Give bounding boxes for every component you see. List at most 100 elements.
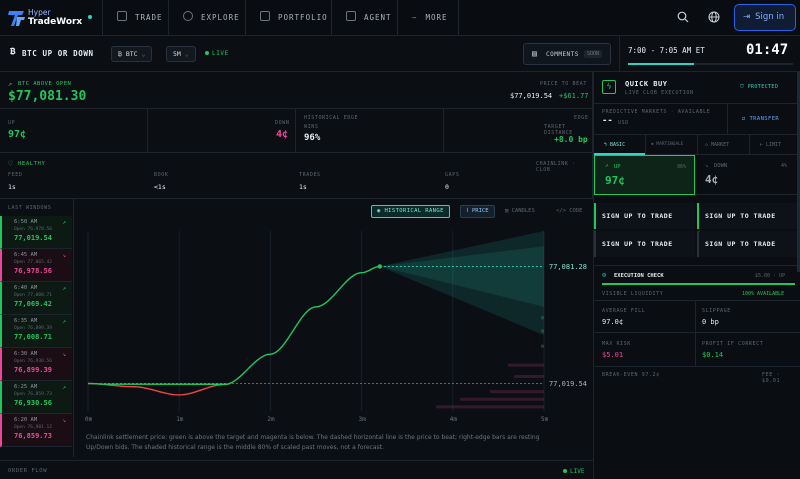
check-icon: ⊙ bbox=[602, 271, 607, 279]
edge-cell: EDGE TARGET DISTANCE +8.0 bp bbox=[444, 109, 593, 153]
interval-select[interactable]: 5M ⌄ bbox=[166, 46, 196, 62]
target-distance-label: TARGET DISTANCE bbox=[544, 124, 573, 136]
tab-market-label: MARKET bbox=[711, 142, 730, 148]
down-option-price: 4¢ bbox=[705, 173, 719, 186]
sign-in-label: Sign in bbox=[755, 12, 785, 22]
trend-down-icon: ↘ bbox=[62, 417, 66, 424]
search-icon[interactable] bbox=[677, 11, 689, 23]
x-tick-label: 4m bbox=[450, 416, 458, 423]
window-item[interactable]: 6:40 AM Open 77,008.71 77,069.42 ↗ bbox=[0, 282, 72, 315]
transfer-button[interactable]: ⇄ TRANSFER bbox=[727, 104, 800, 134]
brand-name-top: Hyper bbox=[28, 8, 51, 17]
window-close: 77,019.54 bbox=[14, 234, 52, 242]
book-label: BOOK bbox=[154, 172, 169, 178]
candles-icon: ▥ bbox=[505, 208, 512, 214]
window-item[interactable]: 6:50 AM Open 76,978.56 77,019.54 ↗ bbox=[0, 216, 72, 249]
signup-button-down[interactable]: SIGN UP TO TRADE bbox=[594, 231, 695, 257]
liquidity-bar bbox=[602, 283, 795, 285]
transfer-label: TRANSFER bbox=[749, 116, 780, 122]
nav-agent-label: AGENT bbox=[364, 13, 392, 22]
globe-icon[interactable] bbox=[708, 11, 720, 23]
bid-bar bbox=[514, 375, 544, 378]
chevron-down-icon: ⌄ bbox=[184, 50, 189, 58]
chevron-down-icon: ⌄ bbox=[141, 50, 146, 58]
eye-icon: ◉ bbox=[377, 208, 385, 214]
tab-code[interactable]: </> CODE bbox=[556, 208, 583, 214]
window-time: 6:40 AM bbox=[14, 285, 38, 291]
max-risk-value: $5.01 bbox=[602, 351, 624, 359]
trend-up-icon: ↗ bbox=[62, 384, 66, 391]
down-option-label: DOWN bbox=[714, 163, 728, 169]
buy-up-option[interactable]: ↗ UP 96% 97¢ bbox=[594, 155, 695, 195]
window-time: 6:20 AM bbox=[14, 417, 38, 423]
sign-in-button[interactable]: ⇥ Sign in bbox=[734, 4, 796, 31]
protected-label: PROTECTED bbox=[747, 84, 779, 90]
window-time: 6:25 AM bbox=[14, 384, 38, 390]
gaps-label: GAPS bbox=[445, 172, 460, 178]
transfer-icon: ⇄ bbox=[742, 116, 750, 122]
bid-bar bbox=[490, 390, 544, 394]
price-line-below bbox=[87, 381, 232, 396]
buy-down-option[interactable]: ↘ DOWN 4% 4¢ bbox=[695, 155, 800, 195]
trend-up-icon: ↗ bbox=[62, 285, 66, 292]
sign-in-icon: ⇥ bbox=[743, 12, 751, 22]
execution-title: EXECUTION CHECK bbox=[614, 273, 664, 279]
brand-logo[interactable] bbox=[8, 8, 26, 28]
tab-basic[interactable]: ϟ BASIC bbox=[594, 135, 645, 155]
up-price: 97¢ bbox=[8, 129, 27, 140]
asset-select[interactable]: ₿ BTC ⌄ bbox=[111, 46, 153, 62]
nav-more[interactable]: ⋯ MORE bbox=[397, 0, 459, 36]
tab-price[interactable]: ⌇ PRICE bbox=[460, 205, 495, 218]
nav-portfolio-label: PORTFOLIO bbox=[278, 13, 328, 22]
nav-explore[interactable]: EXPLORE bbox=[168, 0, 245, 36]
current-price: $77,081.30 bbox=[8, 89, 87, 104]
tab-market[interactable]: ◇ MARKET bbox=[697, 135, 749, 155]
nav-agent[interactable]: AGENT bbox=[331, 0, 397, 36]
live-badge: LIVE bbox=[212, 50, 229, 57]
window-timer: 7:00 - 7:05 AM ET 01:47 bbox=[619, 36, 800, 72]
comments-label: COMMENTS bbox=[546, 51, 579, 58]
scrollbar[interactable] bbox=[797, 72, 800, 272]
countdown: 01:47 bbox=[746, 42, 789, 58]
compass-icon bbox=[183, 11, 193, 21]
nav-portfolio[interactable]: PORTFOLIO bbox=[245, 0, 331, 36]
window-item[interactable]: 6:35 AM Open 76,899.39 77,008.71 ↗ bbox=[0, 315, 72, 348]
edge-value: +8.0 bp bbox=[554, 135, 588, 144]
window-open: Open 77,065.42 bbox=[14, 260, 52, 265]
nav-explore-label: EXPLORE bbox=[201, 13, 240, 22]
signup-button-down-2[interactable]: SIGN UP TO TRADE bbox=[697, 231, 800, 257]
tab-historical-range[interactable]: ◉ HISTORICAL RANGE bbox=[371, 205, 450, 218]
brand-logo-icon bbox=[8, 11, 25, 26]
window-item[interactable]: 6:25 AM Open 76,859.73 76,930.56 ↗ bbox=[0, 381, 72, 414]
window-item[interactable]: 6:20 AM Open 76,901.12 76,859.73 ↘ bbox=[0, 414, 72, 447]
wins-label: WINS bbox=[304, 124, 319, 130]
average-fill-label: AVERAGE FILL bbox=[602, 308, 646, 314]
tab-candles[interactable]: ▥ CANDLES bbox=[505, 208, 535, 214]
signup-button-up[interactable]: SIGN UP TO TRADE bbox=[594, 203, 695, 229]
price-to-beat-label: PRICE TO BEAT bbox=[540, 81, 587, 87]
quick-buy-title: QUICK BUY bbox=[625, 80, 668, 88]
comments-button[interactable]: ▤ COMMENTS SOON bbox=[523, 43, 611, 65]
signup-button-up-2[interactable]: SIGN UP TO TRADE bbox=[697, 203, 800, 229]
historical-edge-label: HISTORICAL EDGE bbox=[304, 115, 359, 121]
window-time: 6:30 AM bbox=[14, 351, 38, 357]
code-icon: </> bbox=[556, 208, 570, 214]
tab-code-label: CODE bbox=[569, 208, 583, 214]
slippage-value: 0 bp bbox=[702, 318, 719, 326]
brand-name-bottom: TradeWorx bbox=[28, 17, 83, 27]
tab-martingale[interactable]: ◈ MARTINGALE bbox=[645, 135, 697, 155]
above-open-label: BTC ABOVE OPEN bbox=[18, 81, 72, 87]
window-item[interactable]: 6:30 AM Open 76,930.56 76,899.39 ↘ bbox=[0, 348, 72, 381]
window-item[interactable]: 6:45 AM Open 77,065.42 76,978.56 ↘ bbox=[0, 249, 72, 282]
tab-limit[interactable]: ⊢ LIMIT bbox=[749, 135, 800, 155]
x-tick-label: 3m bbox=[359, 416, 367, 423]
last-windows-title: LAST WINDOWS bbox=[8, 205, 52, 211]
status-dot bbox=[88, 15, 92, 19]
bid-bar bbox=[508, 363, 544, 367]
price-delta: +$61.77 bbox=[559, 92, 589, 100]
live-dot bbox=[205, 51, 209, 55]
nav-trade[interactable]: TRADE bbox=[102, 0, 168, 36]
up-option-label: UP bbox=[614, 164, 621, 170]
top-nav: Hyper TradeWorx TRADE EXPLORE PORTFOLIO … bbox=[0, 0, 800, 36]
arrow-up-icon: ↗ bbox=[605, 163, 609, 169]
